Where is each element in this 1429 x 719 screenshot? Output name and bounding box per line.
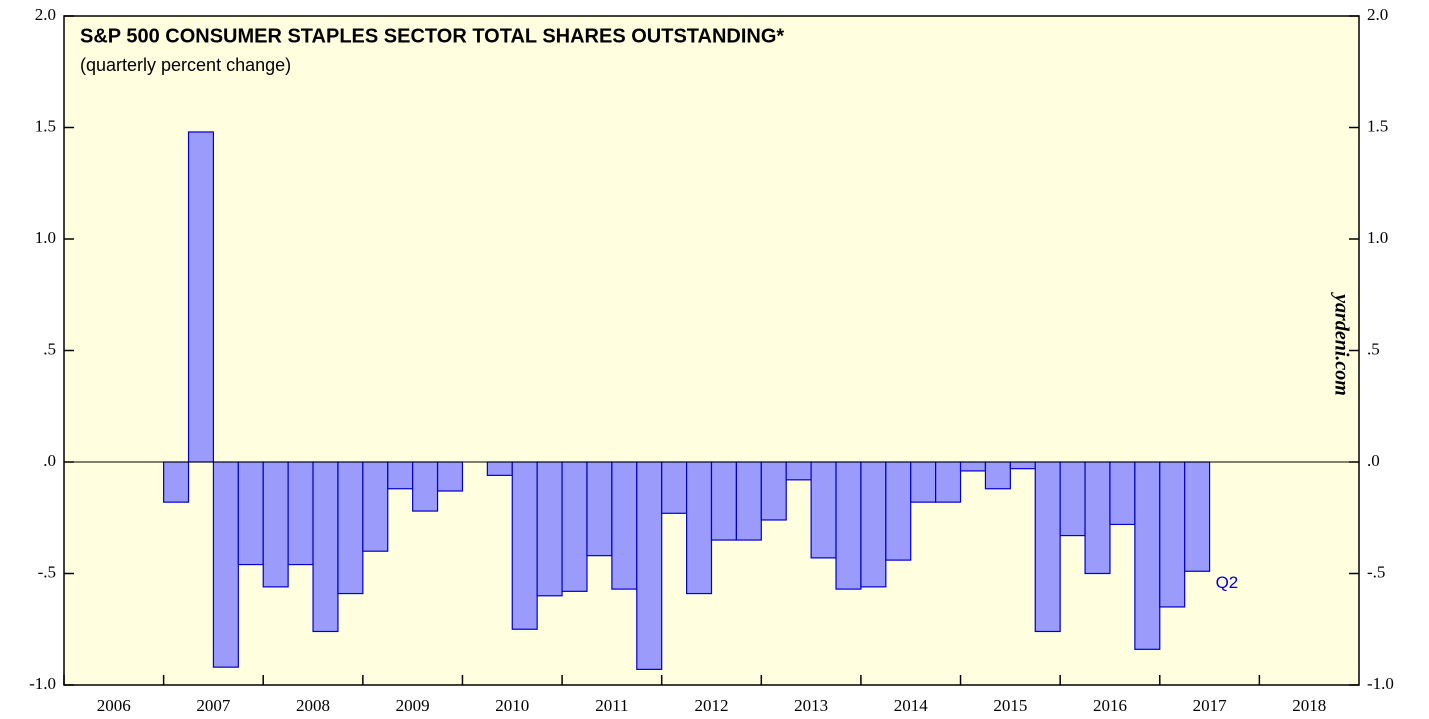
bar — [1034, 461, 1061, 633]
y2-tick-label: .0 — [1367, 451, 1380, 470]
bar — [735, 461, 762, 541]
bar — [212, 461, 239, 668]
bar — [511, 461, 538, 630]
watermark: yardeni.com — [1330, 292, 1352, 396]
bar — [636, 461, 663, 670]
y2-tick-label: .5 — [1367, 339, 1380, 358]
chart-subtitle: (quarterly percent change) — [80, 55, 291, 75]
y2-tick-label: -.5 — [1367, 562, 1385, 581]
bar — [387, 461, 414, 490]
x-tick-label: 2016 — [1093, 696, 1127, 715]
bar — [661, 461, 688, 514]
bar — [337, 461, 364, 595]
bar — [586, 461, 613, 557]
bar — [362, 461, 389, 552]
x-tick-label: 2009 — [396, 696, 430, 715]
x-tick-label: 2017 — [1193, 696, 1228, 715]
y2-tick-label: -1.0 — [1367, 674, 1394, 693]
bar — [287, 461, 314, 566]
x-tick-label: 2018 — [1292, 696, 1326, 715]
bar — [959, 461, 987, 472]
bar — [1084, 461, 1111, 575]
annotation: Q2 — [1216, 573, 1239, 592]
y-tick-label: .5 — [43, 339, 56, 358]
bar — [187, 131, 215, 463]
bar — [312, 461, 339, 633]
bar — [835, 461, 862, 590]
bar — [1184, 461, 1211, 572]
bar — [237, 461, 264, 566]
bar — [935, 461, 962, 503]
bar — [710, 461, 738, 541]
x-tick-label: 2013 — [794, 696, 828, 715]
y2-tick-label: 1.5 — [1367, 116, 1388, 135]
y-tick-label: .0 — [43, 451, 56, 470]
y-tick-label: 1.5 — [35, 116, 56, 135]
x-tick-label: 2011 — [595, 696, 628, 715]
chart-title: S&P 500 CONSUMER STAPLES SECTOR TOTAL SH… — [80, 25, 784, 47]
x-tick-label: 2010 — [495, 696, 529, 715]
y-tick-label: -1.0 — [29, 674, 56, 693]
bar — [1159, 461, 1186, 608]
bar — [760, 461, 787, 521]
bar — [860, 461, 887, 588]
bar — [486, 461, 513, 476]
bar — [1009, 461, 1036, 470]
y2-tick-label: 1.0 — [1367, 228, 1388, 247]
bar — [885, 461, 912, 561]
bar — [685, 461, 713, 595]
bar — [412, 461, 439, 512]
bar — [611, 461, 638, 590]
y-tick-label: -.5 — [38, 562, 56, 581]
bar — [1059, 461, 1086, 537]
bar — [984, 461, 1011, 490]
y-tick-label: 1.0 — [35, 228, 56, 247]
bar — [785, 461, 812, 481]
bar — [163, 461, 190, 503]
bar — [436, 461, 464, 492]
bar — [910, 461, 937, 503]
y2-tick-label: 2.0 — [1367, 5, 1388, 24]
bar — [561, 461, 588, 592]
x-tick-label: 2008 — [296, 696, 330, 715]
x-tick-label: 2015 — [993, 696, 1027, 715]
x-tick-label: 2012 — [695, 696, 729, 715]
x-tick-label: 2014 — [894, 696, 929, 715]
bar — [1134, 461, 1161, 650]
x-tick-label: 2007 — [196, 696, 231, 715]
bar — [1109, 461, 1136, 526]
bar — [810, 461, 837, 559]
y-tick-label: 2.0 — [35, 5, 56, 24]
bar — [262, 461, 289, 588]
x-tick-label: 2006 — [97, 696, 131, 715]
bar — [536, 461, 563, 597]
